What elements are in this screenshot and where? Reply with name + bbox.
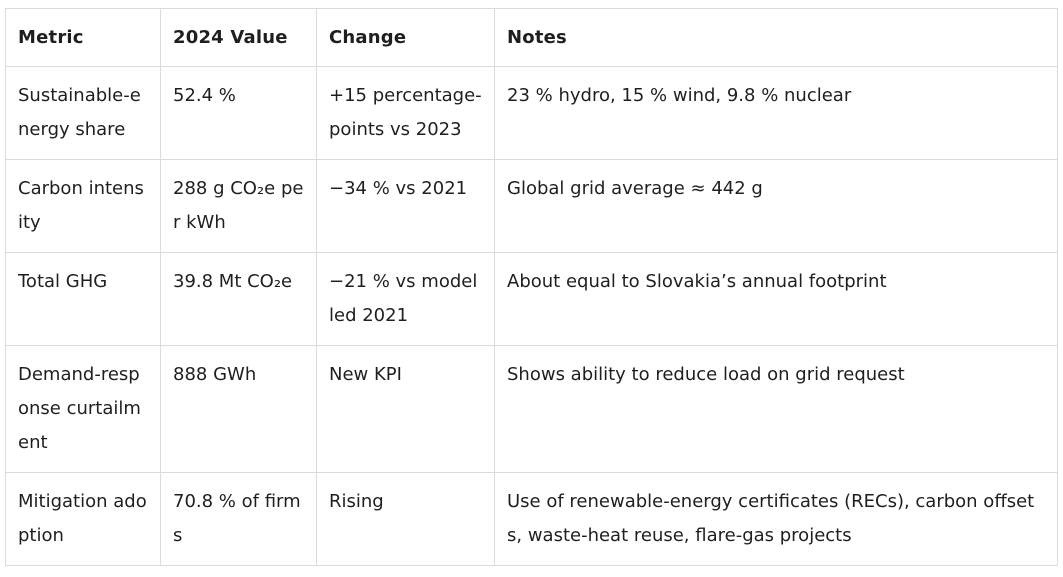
cell-change: Rising	[316, 472, 495, 566]
cell-value: 39.8 Mt CO₂e	[160, 252, 317, 346]
table-row: Sustainable-energy share 52.4 % +15 perc…	[5, 66, 1058, 160]
table-row: Demand-response curtailment 888 GWh New …	[5, 345, 1058, 473]
cell-metric: Mitigation adoption	[5, 472, 161, 566]
cell-metric: Total GHG	[5, 252, 161, 346]
metrics-table-container: Metric 2024 Value Change Notes Sustainab…	[5, 8, 1058, 566]
cell-value: 288 g CO₂e per kWh	[160, 159, 317, 253]
cell-notes: About equal to Slovakia’s annual footpri…	[494, 252, 1058, 346]
header-change: Change	[316, 8, 495, 67]
table-header-row: Metric 2024 Value Change Notes	[5, 8, 1058, 67]
cell-change: −34 % vs 2021	[316, 159, 495, 253]
cell-value: 52.4 %	[160, 66, 317, 160]
cell-notes: 23 % hydro, 15 % wind, 9.8 % nuclear	[494, 66, 1058, 160]
cell-notes: Shows ability to reduce load on grid req…	[494, 345, 1058, 473]
cell-notes: Use of renewable-energy certificates (RE…	[494, 472, 1058, 566]
table-row: Total GHG 39.8 Mt CO₂e −21 % vs modelled…	[5, 252, 1058, 346]
header-notes: Notes	[494, 8, 1058, 67]
cell-metric: Carbon intensity	[5, 159, 161, 253]
cell-change: +15 percentage-points vs 2023	[316, 66, 495, 160]
metrics-table: Metric 2024 Value Change Notes Sustainab…	[5, 8, 1058, 566]
cell-change: New KPI	[316, 345, 495, 473]
table-row: Carbon intensity 288 g CO₂e per kWh −34 …	[5, 159, 1058, 253]
cell-notes: Global grid average ≈ 442 g	[494, 159, 1058, 253]
header-2024-value: 2024 Value	[160, 8, 317, 67]
table-row: Mitigation adoption 70.8 % of firms Risi…	[5, 472, 1058, 566]
cell-value: 888 GWh	[160, 345, 317, 473]
cell-metric: Sustainable-energy share	[5, 66, 161, 160]
cell-metric: Demand-response curtailment	[5, 345, 161, 473]
header-metric: Metric	[5, 8, 161, 67]
cell-change: −21 % vs modelled 2021	[316, 252, 495, 346]
cell-value: 70.8 % of firms	[160, 472, 317, 566]
